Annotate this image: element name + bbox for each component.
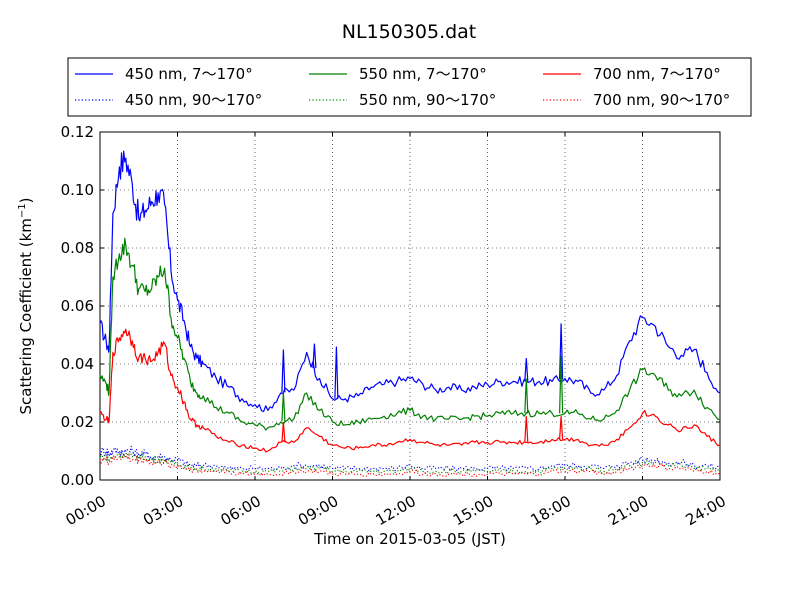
series-line-3	[99, 237, 721, 431]
legend-label: 550 nm, 7～170°	[359, 65, 487, 83]
series-line-4	[99, 449, 721, 475]
series-spike	[281, 421, 286, 443]
y-tick-label: 0.12	[61, 123, 94, 141]
series-spike	[559, 355, 564, 414]
legend-label: 550 nm, 90～170°	[359, 91, 496, 109]
y-tick-label: 0.02	[61, 413, 94, 431]
series-spike	[559, 323, 564, 380]
series-layer	[99, 150, 721, 477]
y-tick-label: 0.06	[61, 297, 94, 315]
series-spike	[334, 346, 339, 399]
series-line-2	[99, 445, 721, 472]
y-axis-label-main: Scattering Coefficient (km	[17, 218, 35, 414]
x-axis-label: Time on 2015-03-05 (JST)	[313, 530, 506, 548]
legend: 450 nm, 7～170° 450 nm, 90～170° 550 nm, 7～1…	[67, 57, 752, 117]
series-spike	[559, 416, 564, 440]
series-spike	[524, 358, 529, 382]
legend-frame	[67, 57, 752, 117]
series-spike	[312, 343, 317, 369]
y-axis-label: Scattering Coefficient (km−1)	[17, 197, 35, 414]
series-line-6	[99, 454, 721, 477]
series-spike	[524, 416, 529, 443]
legend-label: 450 nm, 7～170°	[125, 65, 253, 83]
chart-title: NL150305.dat	[342, 21, 477, 43]
y-tick-label: 0.00	[61, 471, 94, 489]
y-tick-label: 0.04	[61, 355, 94, 373]
series-spike	[281, 349, 286, 393]
series-line-1	[99, 150, 721, 413]
y-tick-label: 0.08	[61, 239, 94, 257]
legend-label: 700 nm, 90～170°	[593, 91, 730, 109]
legend-label: 450 nm, 90～170°	[125, 91, 262, 109]
series-spike	[281, 392, 286, 422]
y-axis-label-end: )	[17, 197, 35, 203]
legend-label: 700 nm, 7～170°	[593, 65, 721, 83]
series-line-5	[99, 328, 721, 453]
y-axis-label-sup: −1	[17, 203, 28, 218]
y-tick-label: 0.10	[61, 181, 94, 199]
grid	[100, 132, 720, 480]
series-spike	[524, 378, 529, 414]
